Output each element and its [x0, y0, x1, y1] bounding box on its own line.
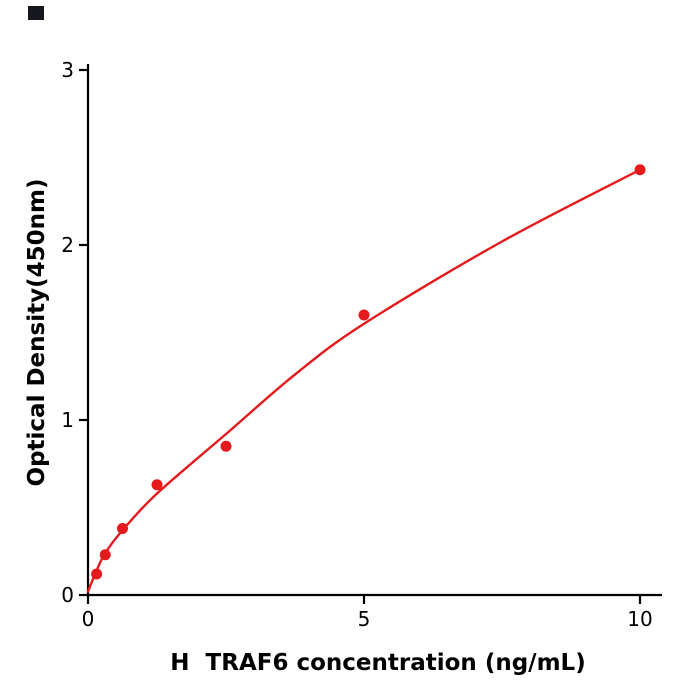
corner-mark [28, 6, 44, 20]
x-tick-label: 10 [627, 607, 652, 631]
y-tick-label: 2 [61, 233, 74, 257]
y-tick-label: 1 [61, 408, 74, 432]
data-point [99, 549, 111, 561]
y-tick-label: 0 [61, 583, 74, 607]
y-tick-label: 3 [61, 58, 74, 82]
data-point [117, 523, 128, 534]
fit-line [86, 168, 642, 593]
x-tick-label: 5 [358, 607, 371, 631]
data-point [634, 164, 646, 176]
y-axis-label: Optical Density(450nm) [24, 178, 50, 487]
data-point [358, 309, 370, 321]
data-point [220, 440, 232, 452]
x-tick-label: 0 [82, 607, 95, 631]
data-point [151, 479, 163, 491]
data-point [91, 568, 103, 580]
x-axis-label: H TRAF6 concentration (ng/mL) [170, 650, 586, 676]
